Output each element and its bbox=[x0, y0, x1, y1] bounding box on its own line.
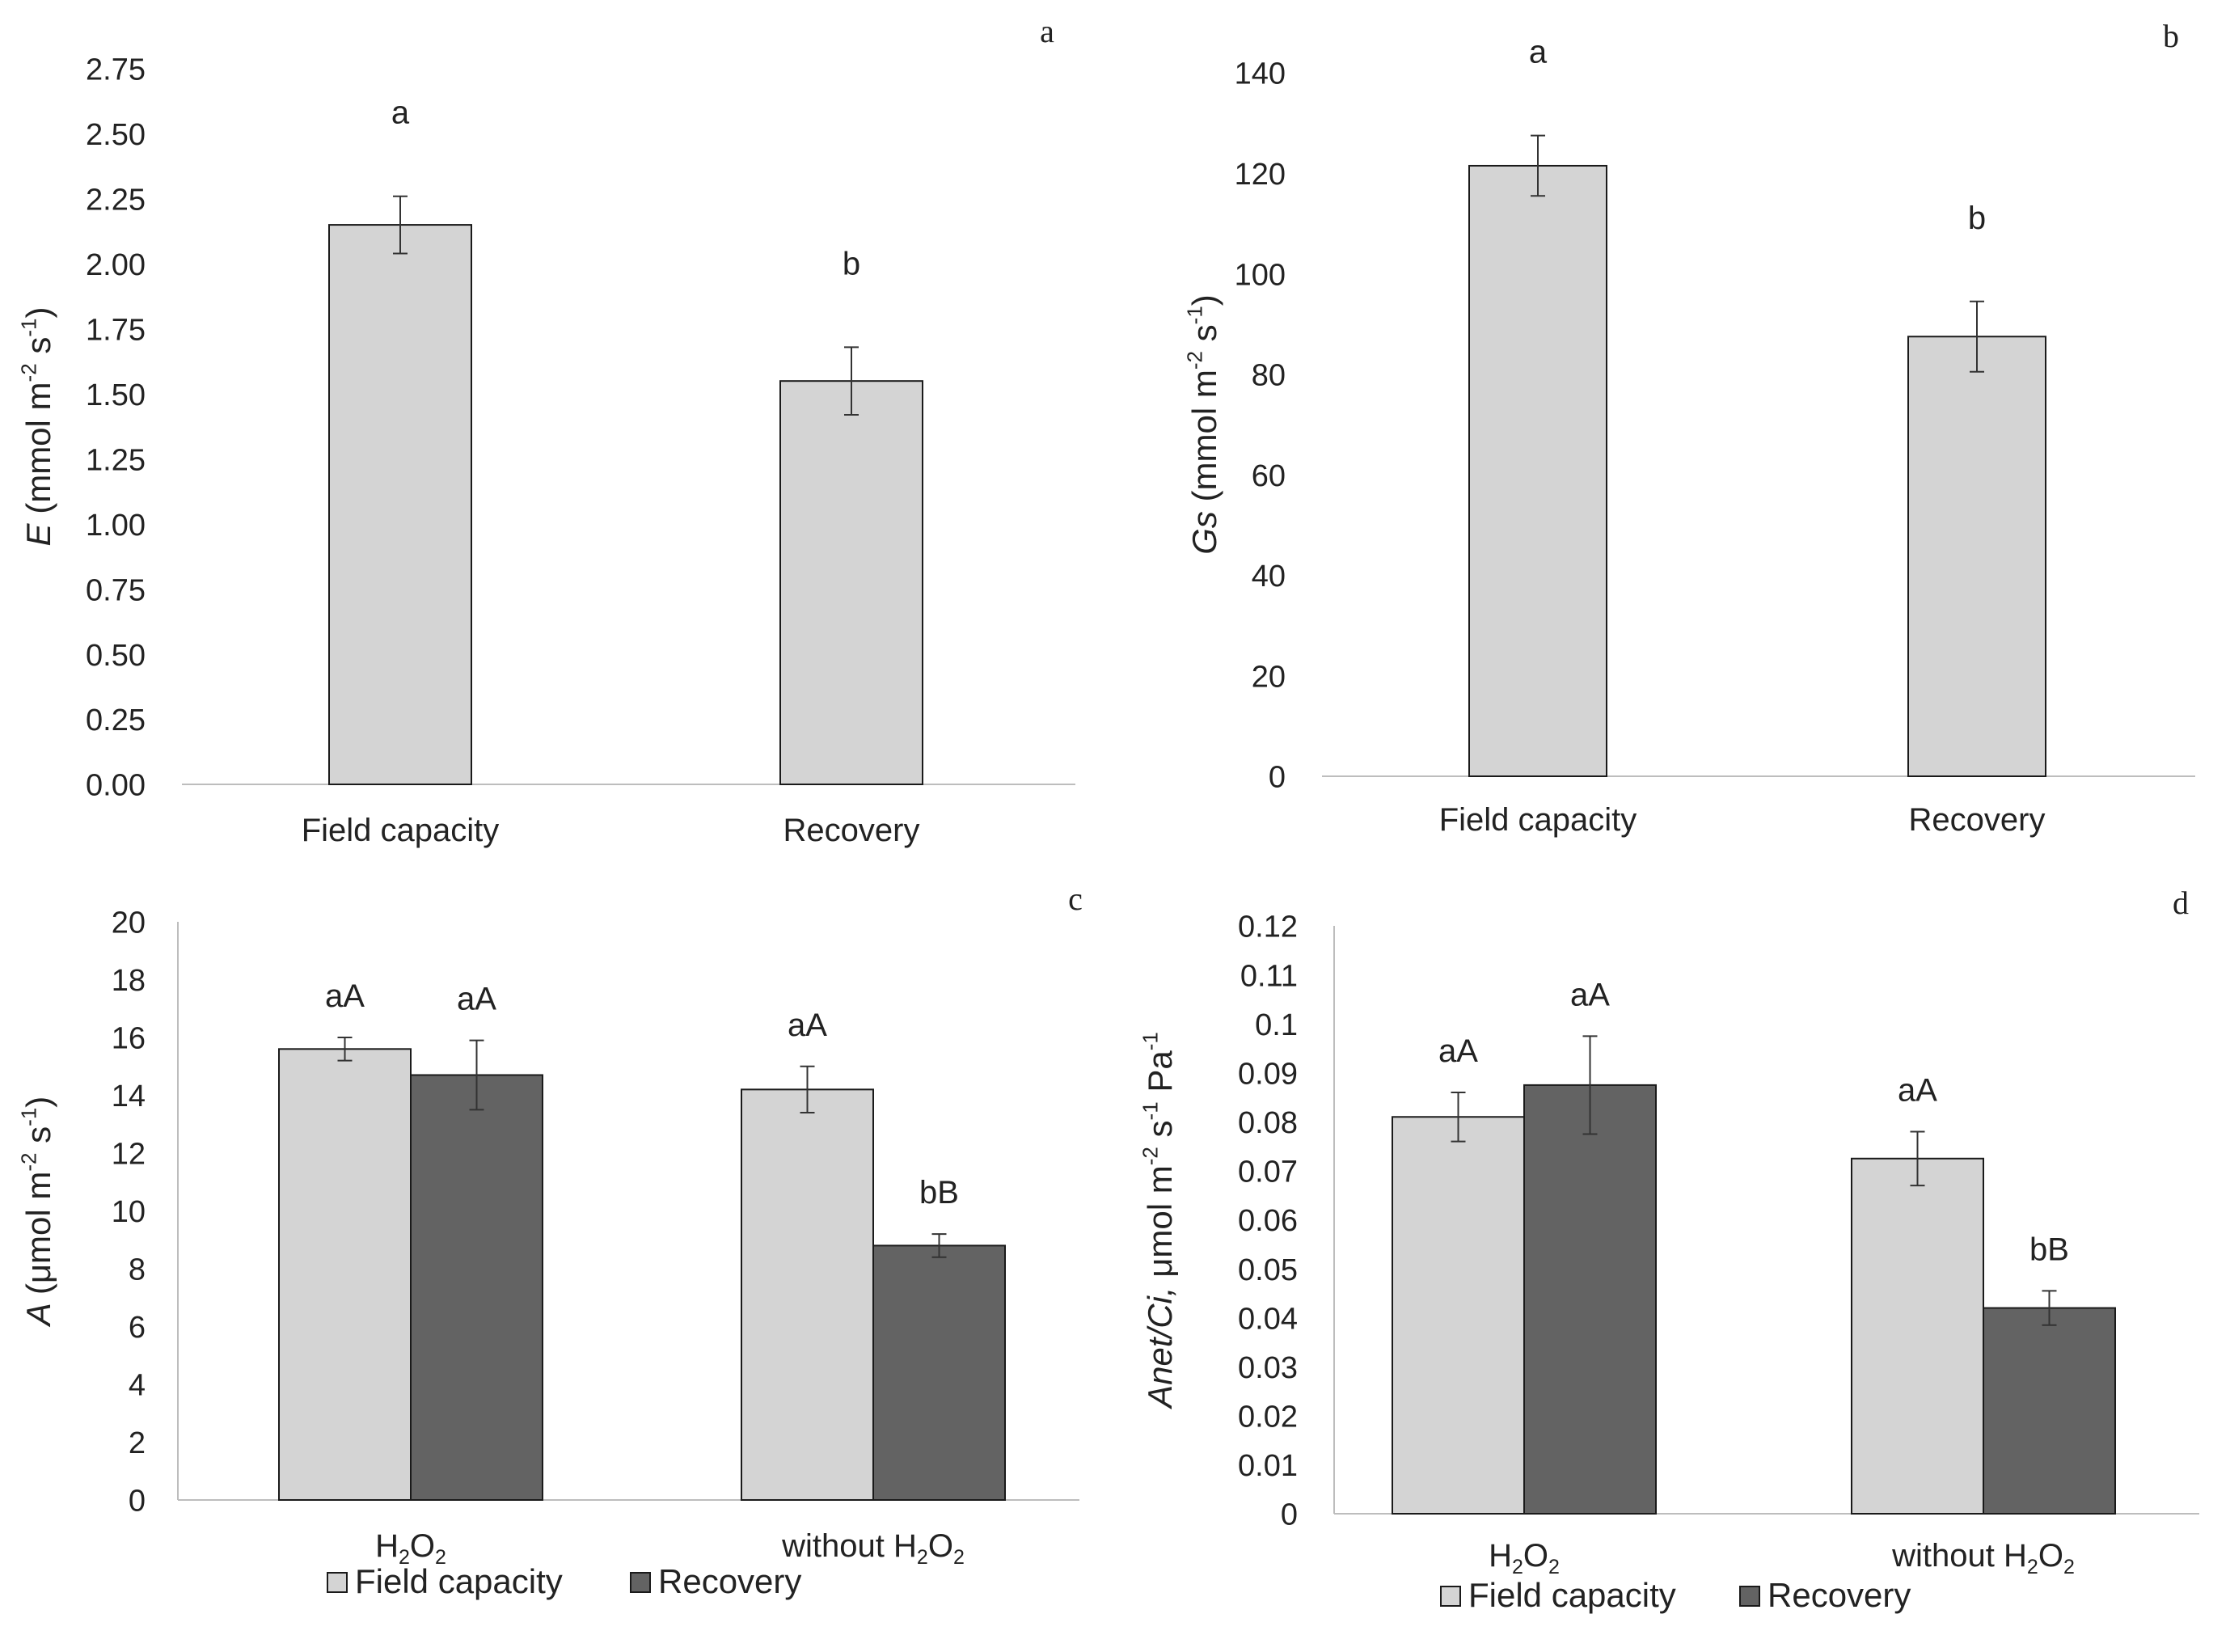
y-tick-label: 0.50 bbox=[86, 639, 146, 673]
y-tick-label: 4 bbox=[129, 1369, 146, 1403]
chart-panel-d: d 0 0.01 0.02 0.03 0.04 0.05 0.06 0.07 0.08 0.09 0.… bbox=[1138, 885, 2199, 1614]
legend-label: Recovery bbox=[658, 1562, 801, 1600]
category-label: Field capacity bbox=[1439, 802, 1637, 838]
bar bbox=[872, 1244, 1006, 1502]
legend-swatch bbox=[1739, 1586, 1760, 1607]
category-label: H2O2 bbox=[1489, 1538, 1560, 1578]
bar bbox=[328, 224, 472, 786]
y-tick-label: 10 bbox=[112, 1195, 146, 1229]
y-tick-label: 14 bbox=[112, 1080, 146, 1113]
y-tick-label: 2.25 bbox=[86, 184, 146, 218]
significance-letter: aA bbox=[457, 982, 496, 1017]
y-tick-label: 2.75 bbox=[86, 53, 146, 87]
y-tick-label: 60 bbox=[1252, 459, 1286, 493]
y-tick-label: 2 bbox=[129, 1426, 146, 1460]
legend-swatch bbox=[630, 1572, 651, 1593]
y-tick-label: 2.00 bbox=[86, 248, 146, 282]
y-tick-label: 0.00 bbox=[86, 769, 146, 803]
y-tick-label: 0 bbox=[1281, 1498, 1298, 1532]
bar bbox=[1392, 1116, 1525, 1515]
category-label: without H2O2 bbox=[781, 1528, 965, 1569]
category-label: Recovery bbox=[1909, 802, 2046, 838]
y-tick-label: 0.01 bbox=[1238, 1449, 1298, 1483]
y-tick-label: 0.08 bbox=[1238, 1106, 1298, 1140]
y-tick-label: 0 bbox=[129, 1485, 146, 1519]
bar bbox=[779, 380, 923, 785]
significance-letter: b bbox=[1968, 201, 1986, 236]
y-tick-label: 8 bbox=[129, 1253, 146, 1287]
y-tick-label: 80 bbox=[1252, 359, 1286, 393]
significance-letter: bB bbox=[919, 1175, 959, 1210]
legend-swatch bbox=[1440, 1586, 1461, 1607]
category-label: Field capacity bbox=[302, 813, 500, 848]
legend-label: Field capacity bbox=[1468, 1576, 1676, 1614]
significance-letter: aA bbox=[788, 1008, 827, 1043]
y-tick-label: 100 bbox=[1235, 258, 1286, 292]
bar bbox=[741, 1088, 874, 1501]
significance-letter: aA bbox=[1438, 1033, 1478, 1069]
significance-letter: a bbox=[1529, 35, 1548, 70]
y-tick-label: 0.75 bbox=[86, 573, 146, 607]
y-tick-label: 0.25 bbox=[86, 703, 146, 737]
significance-letter: b bbox=[843, 246, 860, 281]
y-tick-label: 12 bbox=[112, 1138, 146, 1172]
y-tick-label: 20 bbox=[1252, 660, 1286, 694]
y-tick-label: 140 bbox=[1235, 57, 1286, 91]
y-tick-label: 1.25 bbox=[86, 443, 146, 477]
legend-label: Field capacity bbox=[355, 1562, 563, 1600]
y-tick-label: 16 bbox=[112, 1022, 146, 1056]
y-tick-label: 0.02 bbox=[1238, 1401, 1298, 1434]
panel-letter: b bbox=[2163, 18, 2179, 54]
bar bbox=[410, 1074, 543, 1501]
significance-letter: aA bbox=[325, 978, 365, 1014]
significance-letter: bB bbox=[2029, 1232, 2069, 1267]
y-tick-label: 6 bbox=[129, 1311, 146, 1345]
significance-letter: a bbox=[391, 95, 410, 131]
y-tick-label: 0.12 bbox=[1238, 911, 1298, 944]
category-label: without H2O2 bbox=[1891, 1538, 2075, 1578]
legend-swatch bbox=[327, 1572, 348, 1593]
y-tick-label: 0.1 bbox=[1255, 1008, 1298, 1042]
bar bbox=[1851, 1157, 1984, 1515]
y-tick-label: 0.07 bbox=[1238, 1156, 1298, 1189]
y-axis-label: Anet/Ci, μmol m-2 s-1 Pa-1 bbox=[1138, 1032, 1179, 1410]
y-tick-label: 0.04 bbox=[1238, 1302, 1298, 1336]
bar bbox=[1468, 164, 1607, 777]
panel-letter: c bbox=[1068, 881, 1083, 917]
y-axis-label: Gs (mmol m-2 s-1) bbox=[1182, 294, 1223, 555]
significance-letter: aA bbox=[1898, 1072, 1937, 1108]
bar bbox=[1907, 336, 2046, 777]
y-tick-label: 0.03 bbox=[1238, 1351, 1298, 1385]
y-tick-label: 0.06 bbox=[1238, 1204, 1298, 1238]
y-axis-label: A (μmol m-2 s-1) bbox=[16, 1096, 57, 1329]
bar bbox=[1523, 1084, 1657, 1515]
chart-panel-b: b 0 20 40 60 80 100 120 140 Gs (mmol m-2 s-1) a Fie… bbox=[1182, 18, 2195, 838]
y-tick-label: 120 bbox=[1235, 158, 1286, 192]
y-tick-label: 20 bbox=[112, 906, 146, 940]
y-tick-label: 1.75 bbox=[86, 313, 146, 347]
legend-label: Recovery bbox=[1768, 1576, 1911, 1614]
y-tick-label: 1.50 bbox=[86, 378, 146, 412]
y-tick-label: 18 bbox=[112, 964, 146, 998]
chart-panel-c: c 0 2 4 6 8 10 12 14 16 18 20 A (μmol m-2 s-1) aA aA H2… bbox=[16, 881, 1083, 1600]
chart-panel-a: a 0.00 0.25 0.50 0.75 1.00 1.25 1.50 1.75 2.00 2.2… bbox=[16, 13, 1075, 848]
significance-letter: aA bbox=[1570, 977, 1610, 1012]
y-tick-label: 1.00 bbox=[86, 509, 146, 543]
y-tick-label: 2.50 bbox=[86, 118, 146, 152]
y-tick-label: 0.05 bbox=[1238, 1253, 1298, 1287]
y-axis-label: E (mmol m-2 s-1) bbox=[16, 307, 57, 547]
bar bbox=[1983, 1307, 2116, 1515]
bar bbox=[278, 1048, 412, 1502]
y-tick-label: 0.11 bbox=[1240, 959, 1298, 993]
category-label: Recovery bbox=[783, 813, 920, 848]
panel-letter: d bbox=[2173, 885, 2189, 921]
y-tick-label: 0 bbox=[1269, 761, 1286, 795]
y-tick-label: 0.09 bbox=[1238, 1057, 1298, 1091]
panel-letter: a bbox=[1040, 13, 1054, 49]
y-tick-label: 40 bbox=[1252, 560, 1286, 594]
category-label: H2O2 bbox=[375, 1528, 446, 1569]
